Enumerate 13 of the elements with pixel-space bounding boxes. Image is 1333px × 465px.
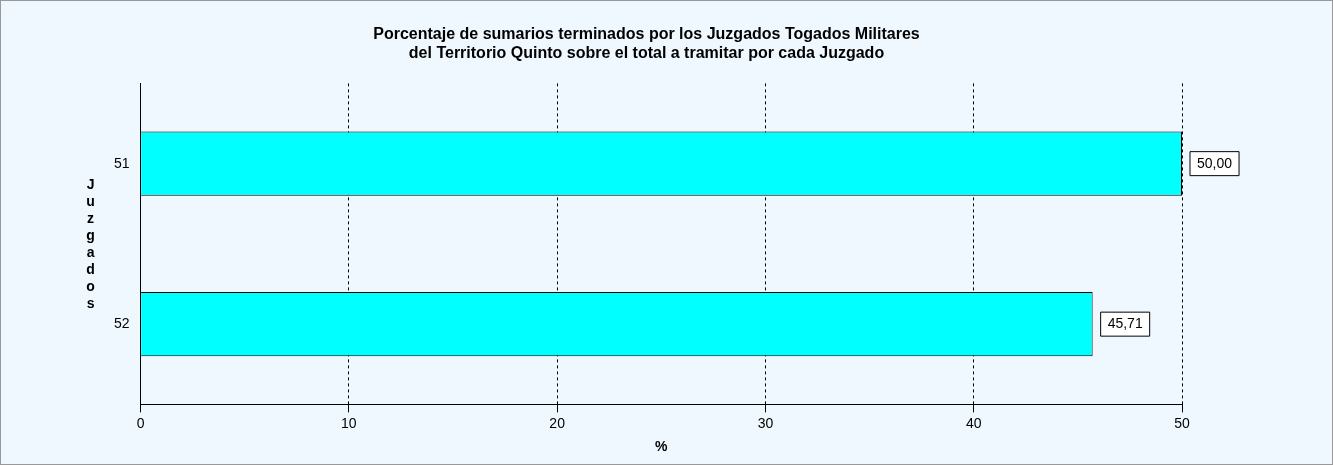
x-tick-label: 20 (549, 414, 566, 431)
y-tick-label: 52 (113, 315, 130, 332)
x-tick-label: 40 (965, 414, 982, 431)
data-label: 45,71 (1107, 315, 1143, 332)
y-tick-label: 51 (113, 154, 130, 171)
x-axis-title: % (655, 438, 669, 455)
x-tick-label: 0 (136, 414, 145, 431)
data-label: 50,00 (1196, 154, 1233, 171)
chart-title: Porcentaje de sumarios terminados por los Juzgados Togados Militares del Territorio Quinto sobre el total a tramitar por cada Juzgado (373, 25, 920, 62)
x-tick-label: 50 (1174, 414, 1190, 431)
x-tick-label: 10 (341, 414, 357, 431)
x-tick-label: 30 (757, 414, 774, 431)
y-axis-title: Juzgados (86, 176, 95, 312)
